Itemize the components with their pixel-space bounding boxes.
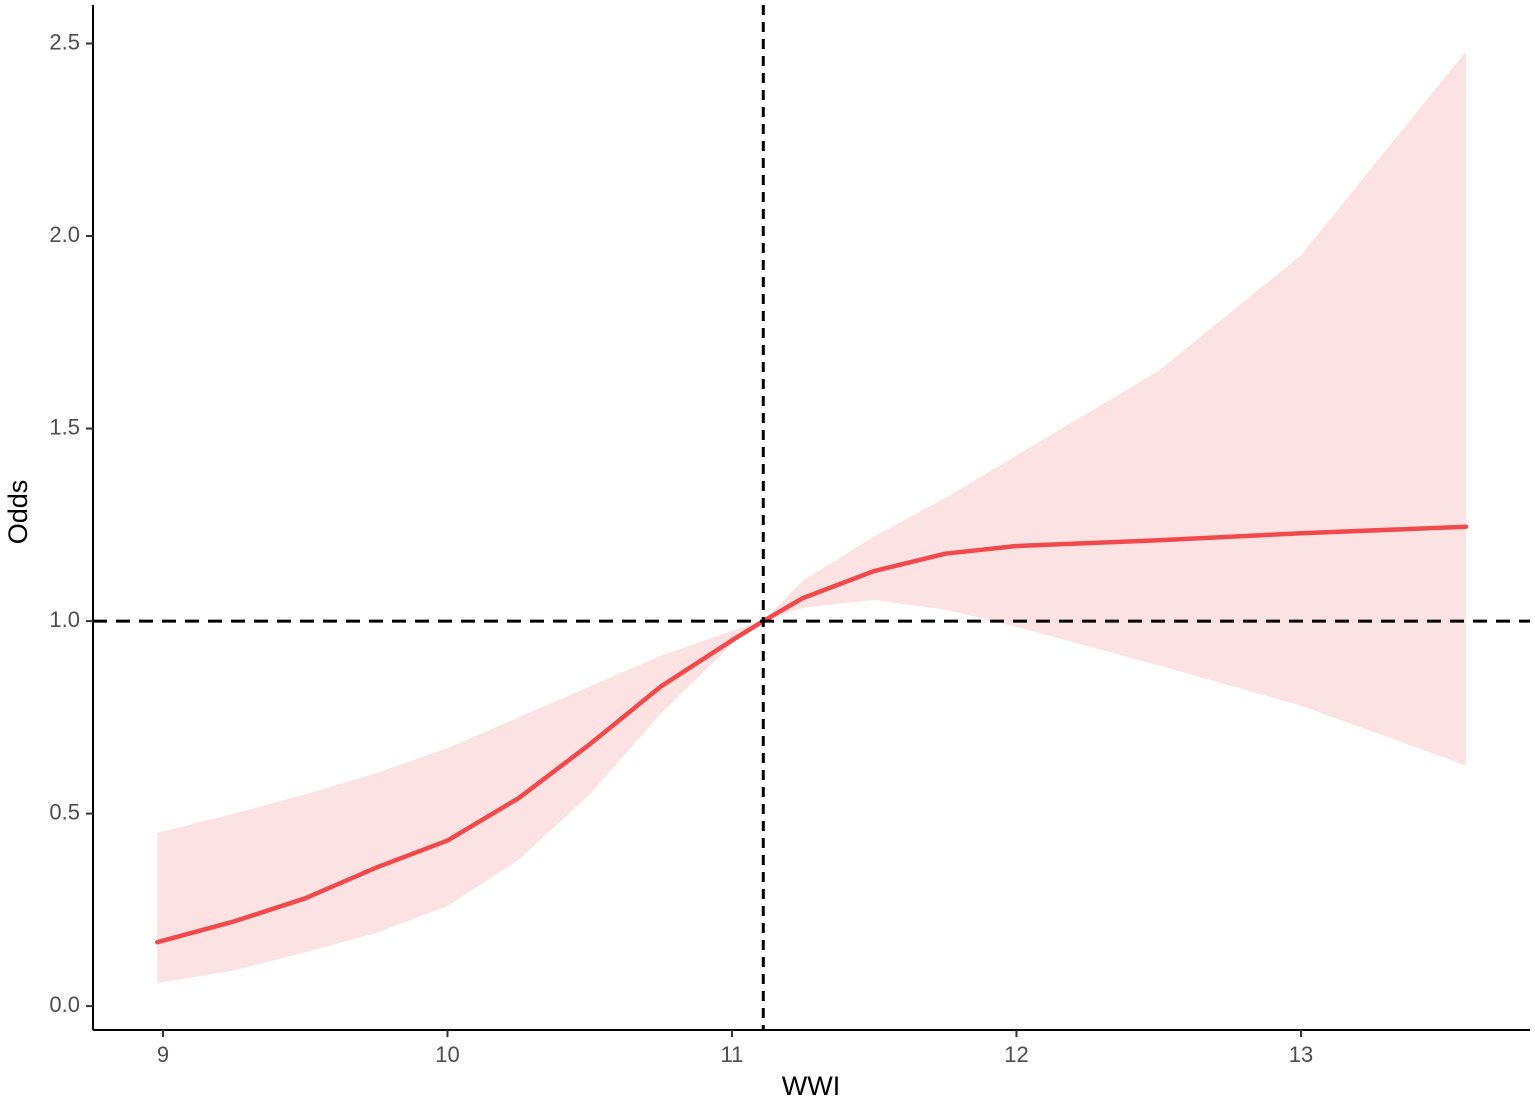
y-tick-label: 0.5 <box>49 799 80 824</box>
y-tick-label: 1.0 <box>49 607 80 632</box>
y-tick-label: 1.5 <box>49 414 80 439</box>
x-axis-title: WWI <box>782 1071 840 1101</box>
x-tick-label: 9 <box>157 1042 169 1067</box>
x-tick-label: 10 <box>435 1042 459 1067</box>
y-axis-title: Odds <box>3 480 33 545</box>
y-tick-label: 0.0 <box>49 992 80 1017</box>
x-tick-label: 12 <box>1004 1042 1028 1067</box>
y-tick-label: 2.5 <box>49 29 80 54</box>
y-tick-label: 2.0 <box>49 222 80 247</box>
x-tick-label: 13 <box>1289 1042 1313 1067</box>
line <box>155 524 1469 945</box>
confidence-band <box>157 51 1466 984</box>
x-tick-label: 11 <box>721 1042 744 1067</box>
